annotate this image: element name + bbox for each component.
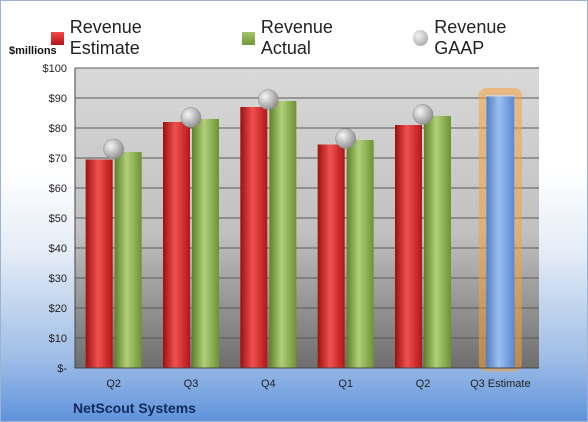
bar-revenue-actual (192, 119, 219, 368)
legend-label-estimate: Revenue Estimate (69, 17, 142, 58)
bar-revenue-actual (114, 152, 142, 368)
y-tick-label: $90 (49, 93, 67, 105)
y-tick-label: $50 (49, 213, 67, 225)
y-tick-label: $100 (43, 63, 67, 75)
marker-revenue-gaap (180, 107, 202, 128)
marker-revenue-gaap (258, 89, 279, 110)
company-name: NetScout Systems (73, 400, 196, 416)
x-tick-label: Q3 Estimate (470, 378, 531, 390)
bar-revenue-actual (424, 116, 451, 368)
y-tick-label: $- (57, 363, 67, 375)
bars (85, 88, 522, 372)
y-tick-label: $20 (49, 303, 67, 315)
legend-item-estimate: Revenue Estimate (51, 17, 214, 59)
legend-swatch-actual (242, 31, 255, 45)
bar-revenue-actual (346, 140, 374, 368)
y-tick-label: $10 (49, 333, 67, 345)
bar-revenue-estimate (317, 144, 345, 368)
bar-revenue-actual (269, 101, 297, 368)
x-tick-label: Q2 (106, 378, 121, 390)
legend: Revenue Estimate Revenue Actual Revenue … (51, 17, 587, 59)
bar-revenue-estimate (240, 107, 268, 368)
marker-revenue-gaap (103, 138, 124, 160)
x-tick-label: Q1 (338, 378, 353, 390)
y-tick-label: $70 (49, 153, 67, 165)
y-tick-label: $80 (49, 123, 67, 135)
legend-label-gaap: Revenue GAAP (434, 17, 507, 58)
x-tick-label: Q4 (261, 378, 276, 390)
x-tick-label: Q3 (184, 378, 199, 390)
bar-revenue-estimate (85, 159, 113, 368)
y-tick-label: $30 (49, 273, 67, 285)
legend-item-gaap: Revenue GAAP (412, 17, 559, 59)
bar-forecast-estimate (486, 96, 515, 368)
bar-revenue-estimate (163, 122, 190, 368)
bar-revenue-estimate (395, 125, 422, 368)
y-tick-label: $60 (49, 183, 67, 195)
y-tick-label: $40 (49, 243, 67, 255)
legend-label-actual: Revenue Actual (260, 17, 333, 58)
x-axis: Q2 Q3 Q4 Q1 Q2 Q3 Estimate (75, 367, 539, 390)
legend-swatch-estimate (51, 31, 64, 45)
x-tick-label: Q2 (416, 378, 431, 390)
y-axis: $- $10 $20 $30 $40 $50 $60 $70 $80 $90 $100 (43, 63, 76, 375)
marker-revenue-gaap (335, 128, 356, 149)
marker-revenue-gaap (412, 104, 434, 125)
y-axis-units-label: $millions (9, 45, 57, 57)
legend-swatch-gaap (412, 30, 429, 46)
legend-item-actual: Revenue Actual (242, 17, 385, 59)
